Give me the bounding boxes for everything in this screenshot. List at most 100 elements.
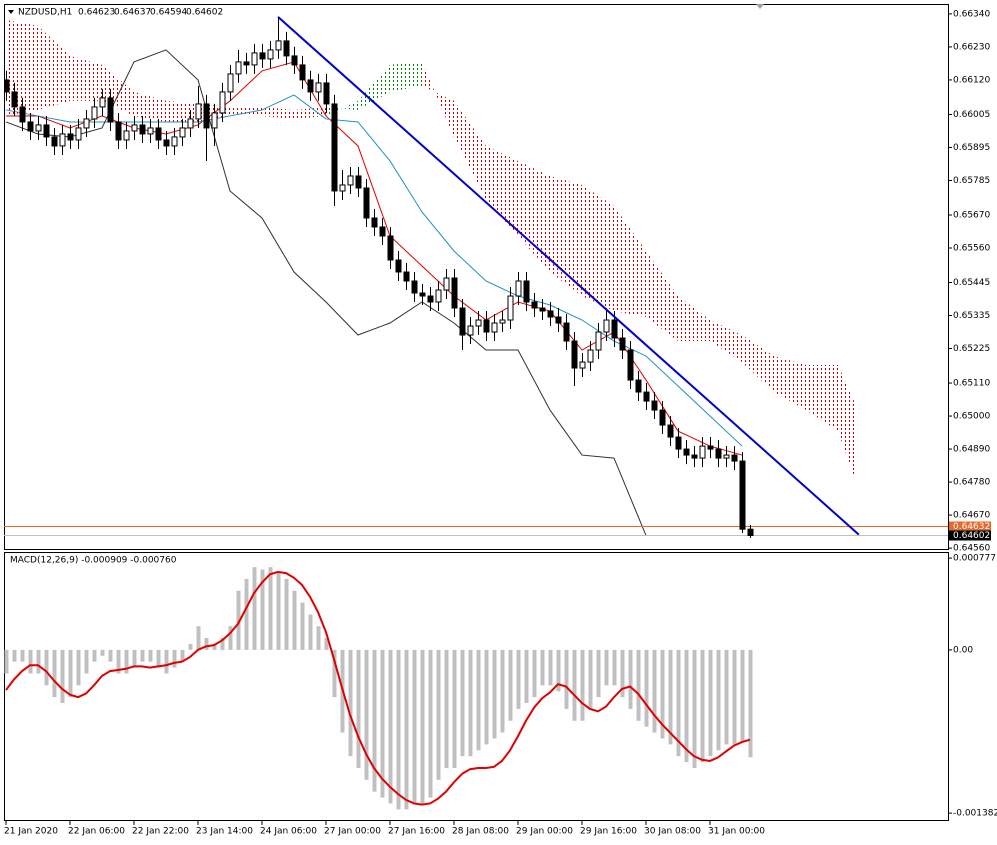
macd-bar [204, 638, 209, 650]
macd-bar [244, 578, 249, 650]
cloud-segment [390, 61, 422, 92]
candle-body [635, 379, 642, 393]
candle-body [587, 349, 594, 363]
candle-body [51, 136, 58, 147]
last-price-label: 0.64602 [953, 531, 990, 541]
macd-bar [724, 649, 729, 745]
y-tick-label: 0.64670 [953, 511, 990, 521]
candle-body [499, 319, 506, 324]
candle-body [211, 112, 218, 129]
candle-body [99, 97, 106, 108]
candle-body [451, 277, 458, 309]
candle-body [331, 103, 338, 192]
macd-panel [4, 552, 949, 821]
candle-body [739, 460, 746, 530]
candle-body [179, 127, 186, 138]
candle-body [347, 175, 354, 186]
candle-body [747, 528, 754, 536]
y-tick-label: 0.65000 [953, 412, 990, 422]
macd-bar [140, 649, 145, 662]
macd-bar [460, 649, 465, 757]
trendline [277, 16, 860, 536]
candle-body [611, 319, 618, 339]
cloud-segment [678, 296, 710, 342]
candle-body [411, 280, 418, 294]
macd-bar [132, 649, 137, 668]
candle-body [163, 139, 170, 147]
cloud-segment [134, 91, 166, 122]
macd-bar [436, 649, 441, 780]
cloud-segment [582, 184, 614, 312]
candle-body [315, 82, 322, 93]
macd-signal [5, 570, 751, 806]
candle-body [155, 127, 162, 141]
macd-bar [284, 578, 289, 650]
macd-bar [188, 643, 193, 650]
macd-bar [196, 626, 201, 650]
y-tick-label: 0.64890 [953, 445, 990, 455]
cloud-segment [742, 335, 774, 393]
price-layer [4, 16, 948, 538]
macd-bar [268, 567, 273, 650]
candle-body [427, 295, 434, 303]
macd-bar [100, 649, 105, 656]
macd-bar [732, 649, 737, 745]
indicator-line [5, 94, 743, 447]
candle-body [579, 361, 586, 369]
candle-body [283, 40, 290, 57]
cloud-segment [262, 106, 294, 119]
macd-bar [652, 649, 657, 733]
macd-bar [76, 649, 81, 686]
candle-body [243, 61, 250, 66]
macd-title: MACD(12,26,9) -0.000909 -0.000760 [10, 556, 177, 566]
macd-bar [260, 569, 265, 650]
macd-bar [396, 649, 401, 810]
macd-bar [604, 649, 609, 686]
candle-body [539, 307, 546, 312]
x-tick-label: 22 Jan 06:00 [68, 827, 125, 837]
y-tick-label: 0.64560 [953, 544, 990, 554]
macd-bar [84, 649, 89, 674]
macd-bar [28, 649, 33, 674]
macd-bar [684, 649, 689, 763]
macd-layer [4, 567, 753, 810]
macd-bar [12, 649, 17, 662]
cloud-segment [646, 250, 678, 342]
x-tick-label: 27 Jan 16:00 [388, 827, 445, 837]
cloud-segment [422, 61, 454, 137]
candle-body [379, 226, 386, 237]
y-tick-label: 0.65785 [953, 176, 990, 186]
macd-bar [308, 614, 313, 650]
shift-marker [756, 4, 764, 9]
x-tick-label: 30 Jan 08:00 [644, 827, 701, 837]
axis-layer: 0.66340 0.66230 0.66120 0.66005 0.65895 0.657… [4, 9, 997, 836]
candle-body [27, 121, 34, 132]
x-tick-label: 27 Jan 00:00 [324, 827, 381, 837]
y-tick-label: 0.65445 [953, 278, 990, 288]
macd-bar [60, 649, 65, 704]
header-high: 0.64637 [114, 8, 151, 18]
candle-body [395, 259, 402, 273]
macd-bar [180, 649, 185, 662]
macd-bar [156, 649, 161, 668]
macd-bar [252, 567, 257, 650]
last-label-box [949, 530, 991, 541]
macd-bar [108, 649, 113, 662]
macd-bar [588, 649, 593, 709]
candle-body [91, 106, 98, 120]
cloud-segment [614, 205, 646, 318]
cloud-segment [806, 365, 838, 432]
y-tick-label: 0.65895 [953, 143, 990, 153]
macd-bar [660, 649, 665, 739]
cloud-segment [838, 365, 854, 477]
candle-body [523, 280, 530, 303]
candle-body [131, 124, 138, 132]
candle-body [195, 103, 202, 120]
candle-body [459, 307, 466, 336]
macd-bar [276, 571, 281, 650]
macd-bar [580, 649, 585, 721]
candle-body [403, 271, 410, 282]
candle-body [83, 118, 90, 129]
candle-body [507, 295, 514, 321]
